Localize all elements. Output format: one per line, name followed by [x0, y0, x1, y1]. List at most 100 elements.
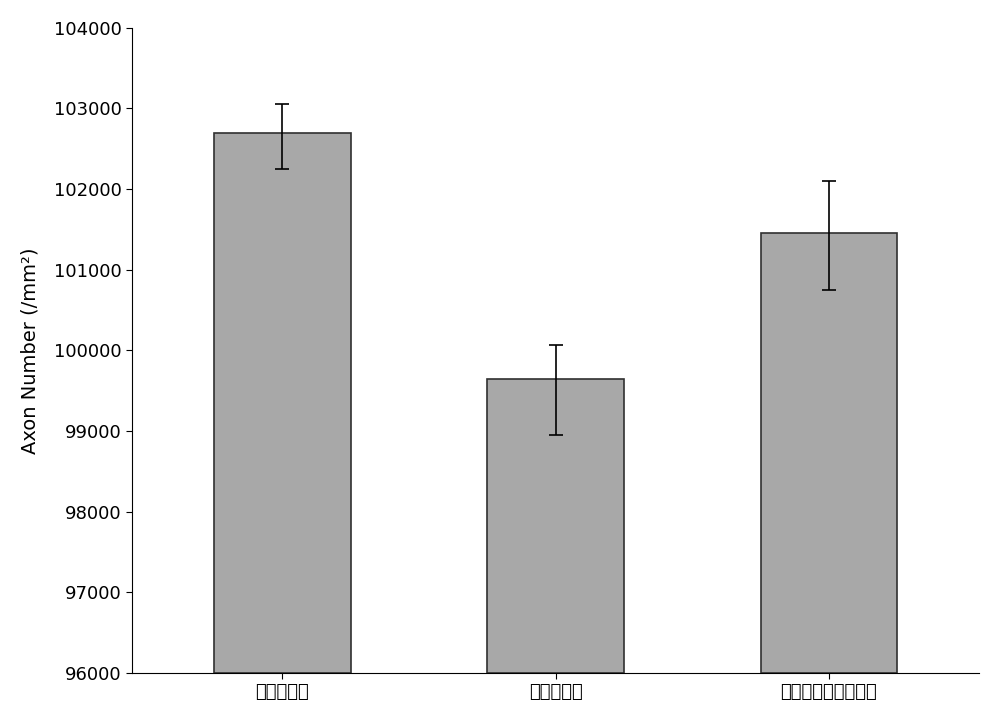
Point	[564, 379, 580, 391]
Point	[497, 666, 513, 677]
Point	[551, 438, 567, 450]
Point	[866, 391, 882, 403]
Point	[853, 482, 869, 494]
Point	[495, 375, 511, 386]
Point	[804, 455, 820, 466]
Point	[835, 619, 851, 630]
Point	[534, 427, 550, 439]
Point	[585, 471, 601, 482]
Point	[236, 385, 252, 396]
Point	[795, 425, 811, 436]
Point	[264, 347, 280, 358]
Point	[582, 622, 598, 634]
Point	[218, 451, 234, 463]
Point	[335, 186, 351, 197]
Point	[880, 445, 896, 457]
Point	[807, 464, 823, 476]
Point	[801, 456, 817, 467]
Point	[545, 398, 561, 409]
Point	[884, 560, 900, 571]
Point	[527, 401, 543, 412]
Point	[242, 564, 258, 575]
Point	[559, 506, 575, 518]
Point	[227, 220, 243, 232]
Point	[245, 274, 261, 285]
Point	[797, 497, 813, 508]
Point	[853, 623, 869, 635]
Point	[576, 613, 592, 625]
Point	[551, 565, 567, 576]
Point	[325, 666, 341, 678]
Point	[496, 555, 512, 567]
Point	[838, 660, 854, 671]
Point	[252, 629, 268, 640]
Point	[508, 448, 524, 460]
Point	[817, 267, 833, 279]
Point	[582, 560, 598, 571]
Point	[849, 518, 865, 530]
Point	[791, 366, 807, 378]
Point	[600, 427, 616, 438]
Point	[861, 606, 877, 617]
Point	[803, 575, 819, 586]
Point	[760, 511, 776, 523]
Point	[292, 233, 308, 245]
Point	[240, 217, 256, 229]
Point	[825, 423, 841, 435]
Point	[279, 417, 295, 428]
Point	[791, 447, 807, 458]
Point	[271, 173, 287, 185]
Point	[315, 230, 331, 241]
Point	[833, 463, 849, 474]
Point	[879, 517, 895, 529]
Point	[816, 577, 832, 588]
Point	[209, 206, 225, 217]
Point	[791, 630, 807, 641]
Point	[557, 622, 573, 633]
Point	[337, 523, 353, 534]
Point	[819, 494, 835, 505]
Point	[885, 318, 901, 329]
Point	[253, 240, 269, 252]
Point	[342, 549, 358, 561]
Point	[567, 625, 583, 636]
Point	[592, 490, 608, 501]
Point	[862, 367, 878, 379]
Point	[316, 257, 332, 269]
Point	[592, 655, 608, 666]
Point	[862, 286, 878, 297]
Point	[586, 652, 602, 664]
Point	[270, 191, 286, 202]
Point	[492, 509, 508, 521]
Point	[759, 420, 775, 432]
Point	[881, 422, 897, 434]
Point	[224, 483, 240, 495]
Point	[766, 432, 782, 444]
Point	[531, 588, 547, 600]
Point	[802, 537, 818, 549]
Point	[824, 358, 840, 370]
Point	[489, 526, 505, 537]
Point	[849, 432, 865, 443]
Point	[767, 551, 783, 562]
Point	[575, 422, 591, 433]
Point	[788, 399, 804, 411]
Point	[287, 184, 303, 196]
Point	[839, 297, 855, 308]
Point	[338, 281, 354, 292]
Point	[313, 225, 329, 237]
Point	[294, 626, 310, 638]
Point	[518, 401, 534, 412]
Point	[591, 483, 607, 495]
Point	[856, 461, 872, 473]
Point	[883, 266, 899, 278]
Point	[300, 544, 316, 556]
Point	[578, 444, 594, 456]
Point	[836, 334, 852, 346]
Point	[762, 613, 778, 625]
Point	[285, 639, 301, 651]
Point	[563, 611, 579, 622]
Point	[330, 318, 346, 330]
Point	[497, 511, 513, 523]
Point	[342, 135, 358, 147]
